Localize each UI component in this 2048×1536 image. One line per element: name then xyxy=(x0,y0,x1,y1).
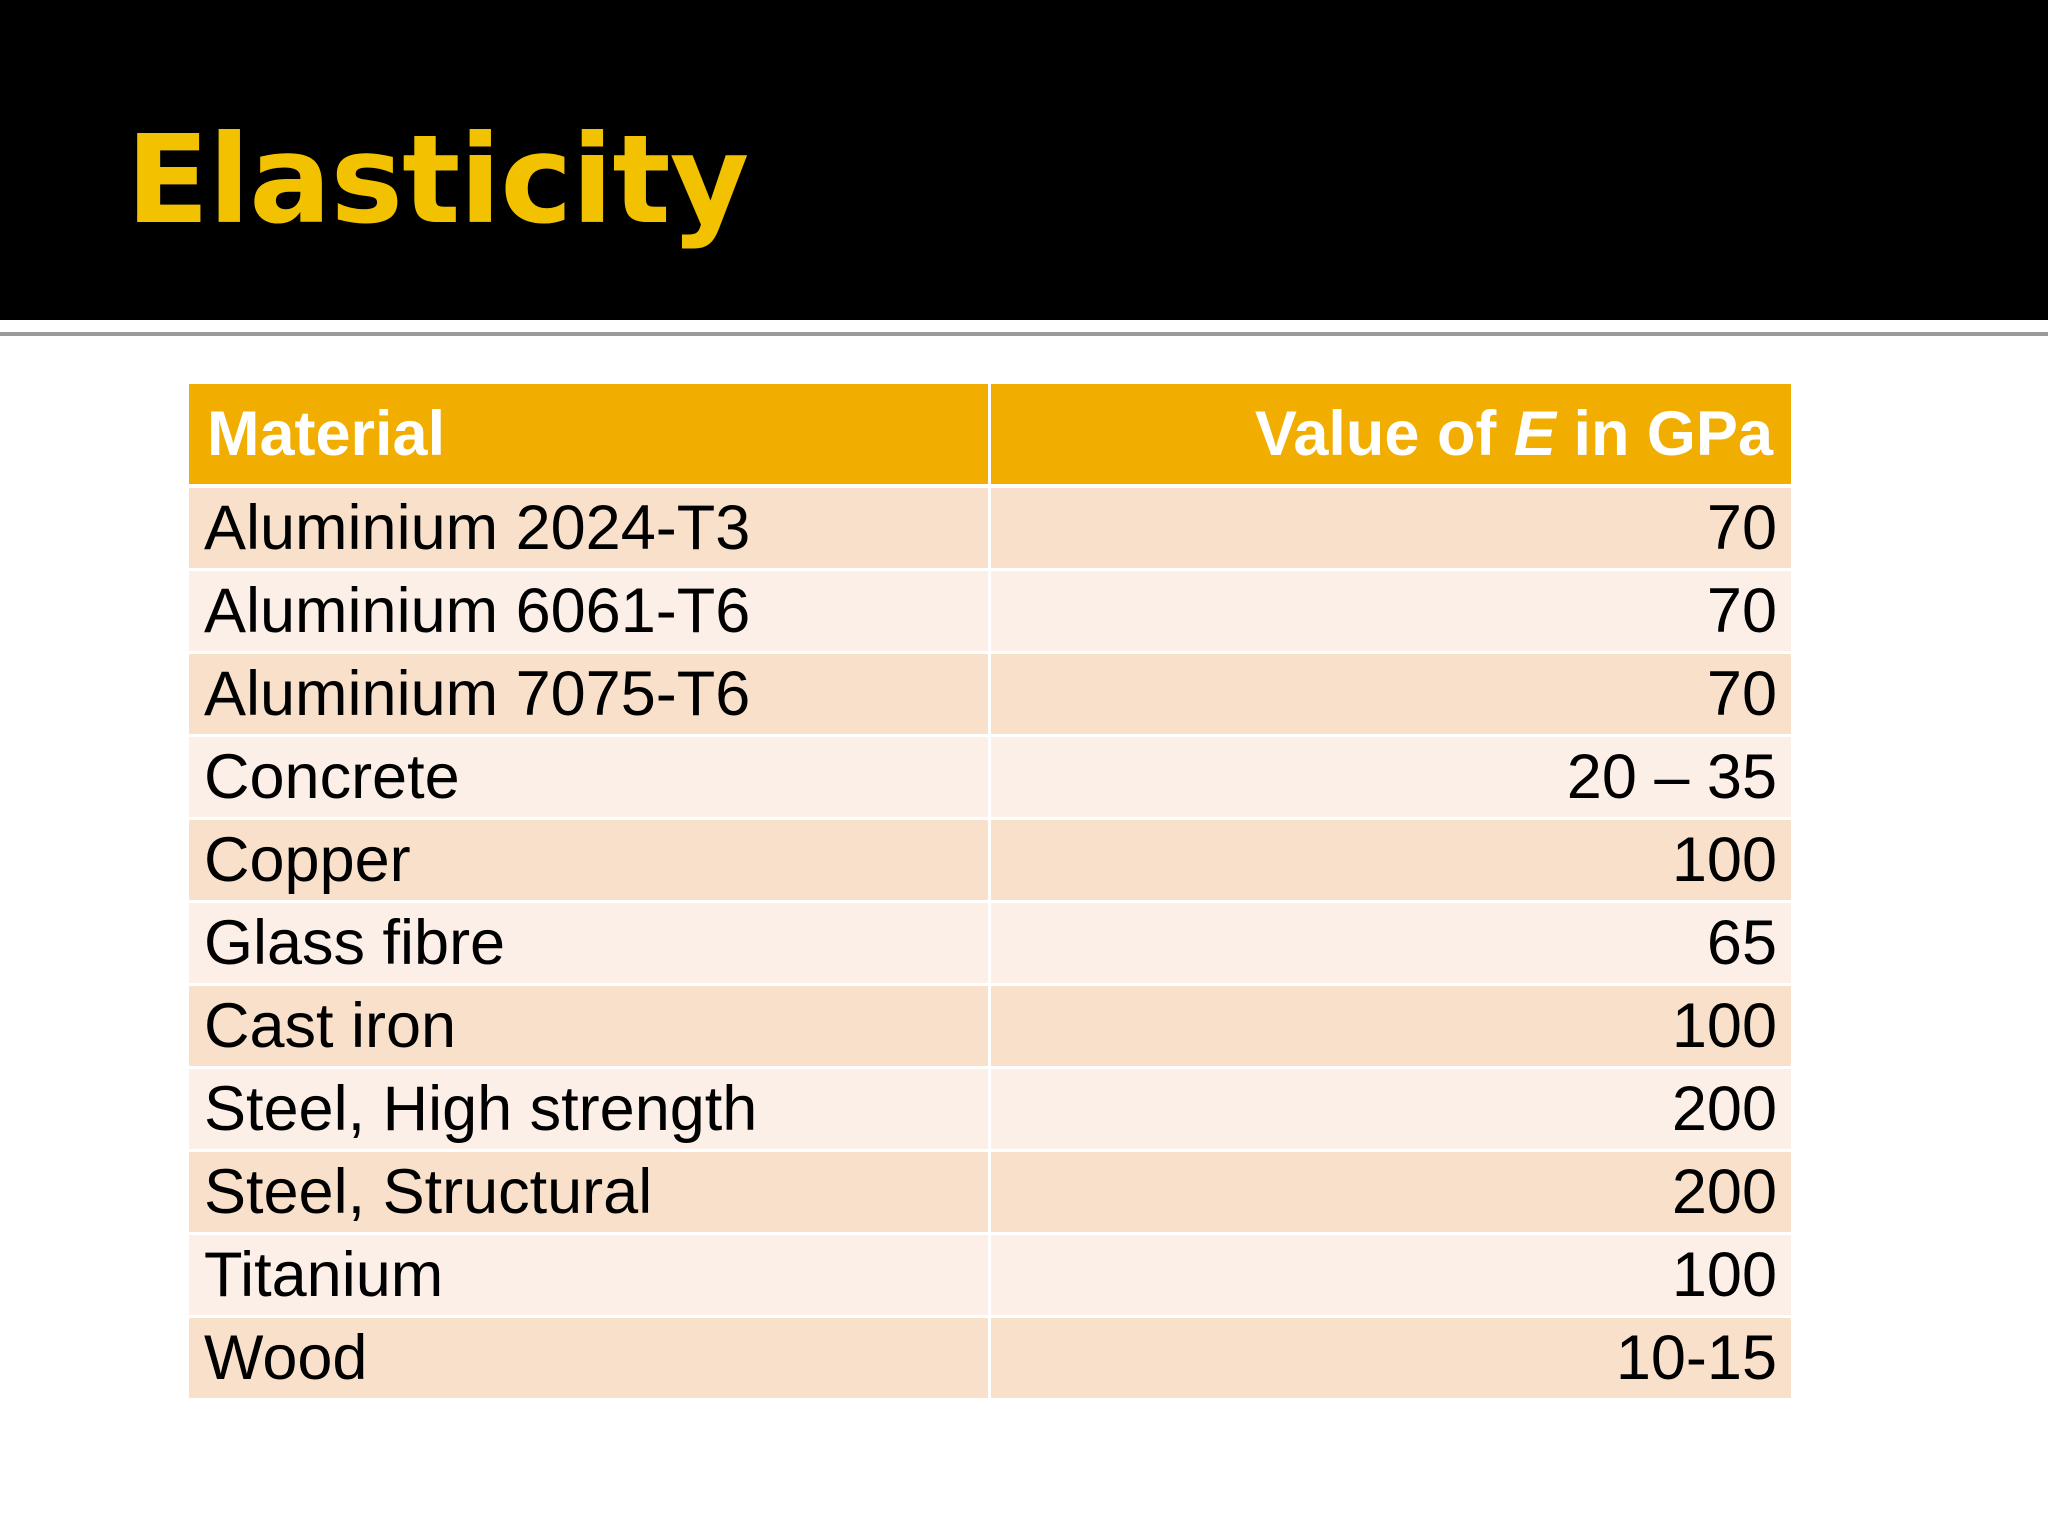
modulus-value-cell: 100 xyxy=(989,818,1791,903)
material-cell: Glass fibre xyxy=(189,901,991,986)
header-value-symbol: E xyxy=(1513,399,1556,469)
table-row: Concrete 20 – 35 xyxy=(189,735,1791,820)
header-material: Material xyxy=(189,384,991,488)
table-row: Aluminium 7075-T6 70 xyxy=(189,652,1791,737)
material-cell: Copper xyxy=(189,818,991,903)
material-cell: Steel, High strength xyxy=(189,1067,991,1152)
material-cell: Wood xyxy=(189,1316,991,1401)
header-value-suffix: in GPa xyxy=(1555,399,1773,469)
table-row: Aluminium 2024-T3 70 xyxy=(189,486,1791,571)
table-header-row: Material Value of E in GPa xyxy=(189,384,1791,488)
table-container: Material Value of E in GPa Aluminium 202… xyxy=(189,384,1791,1401)
slide-title: Elasticity xyxy=(126,109,749,251)
title-divider-gray xyxy=(0,332,2048,336)
material-cell: Cast iron xyxy=(189,984,991,1069)
modulus-value-cell: 70 xyxy=(989,486,1791,571)
material-cell: Aluminium 2024-T3 xyxy=(189,486,991,571)
modulus-value-cell: 200 xyxy=(989,1067,1791,1152)
table-body: Aluminium 2024-T3 70 Aluminium 6061-T6 70 Al… xyxy=(189,486,1791,1401)
modulus-value-cell: 200 xyxy=(989,1150,1791,1235)
material-cell: Aluminium 7075-T6 xyxy=(189,652,991,737)
table-row: Wood 10-15 xyxy=(189,1316,1791,1401)
material-cell: Concrete xyxy=(189,735,991,820)
table-row: Cast iron 100 xyxy=(189,984,1791,1069)
table-row: Steel, High strength 200 xyxy=(189,1067,1791,1152)
title-band: Elasticity xyxy=(0,0,2048,320)
modulus-value-cell: 70 xyxy=(989,569,1791,654)
material-cell: Titanium xyxy=(189,1233,991,1318)
modulus-value-cell: 100 xyxy=(989,984,1791,1069)
header-value-prefix: Value of xyxy=(1254,399,1514,469)
table-row: Glass fibre 65 xyxy=(189,901,1791,986)
table-row: Copper 100 xyxy=(189,818,1791,903)
table-row: Titanium 100 xyxy=(189,1233,1791,1318)
header-value: Value of E in GPa xyxy=(989,384,1791,488)
elasticity-table: Material Value of E in GPa Aluminium 202… xyxy=(189,384,1791,1401)
modulus-value-cell: 10-15 xyxy=(989,1316,1791,1401)
modulus-value-cell: 100 xyxy=(989,1233,1791,1318)
material-cell: Aluminium 6061-T6 xyxy=(189,569,991,654)
title-divider-white xyxy=(0,320,2048,330)
table-row: Steel, Structural 200 xyxy=(189,1150,1791,1235)
modulus-value-cell: 65 xyxy=(989,901,1791,986)
modulus-value-cell: 20 – 35 xyxy=(989,735,1791,820)
modulus-value-cell: 70 xyxy=(989,652,1791,737)
material-cell: Steel, Structural xyxy=(189,1150,991,1235)
table-row: Aluminium 6061-T6 70 xyxy=(189,569,1791,654)
